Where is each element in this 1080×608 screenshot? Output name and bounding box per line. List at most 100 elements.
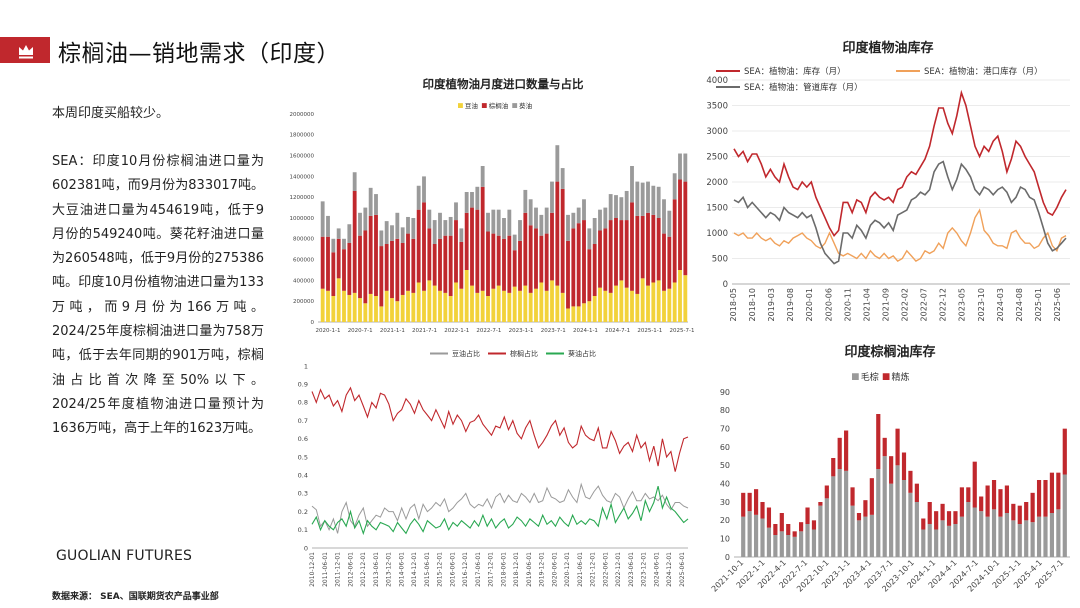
bar-a: [614, 285, 618, 322]
y-tick-label: 800000: [293, 237, 314, 243]
bar-c: [470, 192, 474, 208]
bar-a: [656, 280, 661, 322]
bar-b: [475, 209, 480, 293]
bar-b: [946, 511, 952, 526]
y-tick-label: 0: [304, 544, 308, 552]
bar-b: [592, 244, 597, 296]
series-line: [733, 89, 1067, 237]
bar-a: [741, 516, 746, 557]
y-tick-label: 3000: [706, 127, 728, 137]
bar-c: [656, 186, 661, 218]
bar-c: [603, 207, 608, 229]
bar-a: [512, 286, 517, 322]
veg-stock-chart: 印度植物油库存 SEA：植物油：库存（月） SEA：植物油：港口库存（月） SEA：植…: [706, 40, 1070, 321]
bar-b: [379, 246, 384, 307]
bar-a: [1043, 516, 1048, 557]
bar-b: [1056, 472, 1061, 510]
x-tick-label: 2018-10: [748, 288, 757, 321]
bar-a: [363, 303, 368, 322]
bar-b: [934, 511, 939, 530]
y-tick-label: 60: [720, 443, 730, 452]
bar-b: [438, 238, 442, 291]
bar-a: [998, 516, 1003, 557]
x-tick-label: 2021-12-01: [590, 552, 597, 587]
bar-b: [901, 452, 907, 480]
x-tick-label: 2023-10: [977, 288, 986, 321]
bar-a: [624, 287, 629, 322]
bar-c: [608, 194, 613, 221]
bar-c: [518, 220, 522, 241]
bar-c: [651, 185, 656, 215]
bar-a: [921, 529, 926, 557]
bar-a: [470, 285, 474, 322]
bar-b: [555, 181, 560, 286]
x-tick-label: 2024-06-01: [653, 552, 660, 587]
bar-a: [480, 290, 485, 322]
bar-b: [844, 430, 849, 471]
x-tick-label: 2025-01: [1034, 288, 1043, 321]
bar-c: [422, 176, 426, 203]
bar-c: [480, 166, 485, 187]
bar-c: [379, 230, 384, 247]
bar-b: [966, 487, 971, 502]
bar-b: [400, 242, 405, 295]
bar-b: [741, 492, 746, 517]
y-tick-label: 1000: [706, 229, 728, 239]
analysis-text: SEA：印度10月份棕榈油进口量为602381吨，而9月份为833017吨。大豆…: [52, 154, 264, 437]
bar-c: [592, 218, 597, 244]
x-tick-label: 2020-06-01: [551, 552, 558, 587]
bar-a: [635, 293, 640, 322]
bar-c: [619, 197, 624, 221]
bar-b: [953, 511, 958, 524]
y-tick-label: 400000: [293, 278, 314, 284]
bar-a: [1030, 522, 1035, 557]
bar-c: [662, 199, 666, 234]
bar-b: [1043, 480, 1048, 517]
bar-a: [400, 294, 405, 322]
bar-c: [571, 212, 576, 229]
bar-c: [320, 201, 325, 237]
bar-a: [496, 285, 501, 322]
bar-b: [646, 212, 650, 286]
bar-c: [587, 228, 592, 250]
bar-c: [667, 210, 672, 237]
bar-a: [850, 505, 855, 557]
bar-a: [395, 301, 400, 322]
header-accent-bar: [0, 37, 50, 63]
bar-b: [747, 492, 752, 512]
bar-a: [908, 492, 913, 557]
x-tick-label: 2020-06: [824, 288, 833, 321]
bar-b: [940, 503, 945, 521]
bar-a: [856, 520, 862, 557]
x-tick-label: 2015-12-01: [437, 552, 444, 587]
bar-b: [672, 199, 677, 283]
bar-b: [959, 487, 964, 517]
bar-b: [678, 179, 682, 270]
bar-a: [991, 509, 997, 557]
bar-b: [326, 236, 330, 291]
bar-a: [459, 288, 464, 322]
bar-b: [566, 240, 570, 309]
y-tick-label: 0.4: [298, 471, 308, 479]
bar-c: [566, 214, 570, 241]
bar-b: [640, 215, 645, 279]
bar-c: [640, 182, 645, 216]
x-tick-label: 2021-04: [862, 288, 871, 321]
bar-b: [914, 483, 919, 502]
bar-a: [518, 290, 522, 322]
y-tick-label: 0.3: [298, 490, 308, 498]
bar-a: [786, 535, 791, 557]
bar-a: [566, 308, 570, 322]
bar-c: [544, 207, 549, 234]
bar-c: [395, 212, 400, 239]
bar-c: [475, 186, 480, 210]
y-tick-label: 2000000: [290, 112, 315, 118]
y-tick-label: 1600000: [290, 154, 315, 160]
bar-a: [667, 288, 672, 322]
y-tick-label: 2000: [706, 178, 728, 188]
bar-b: [358, 235, 362, 299]
bar-b: [753, 489, 759, 515]
bar-b: [390, 240, 394, 299]
bar-c: [491, 209, 496, 234]
bar-a: [844, 470, 849, 557]
